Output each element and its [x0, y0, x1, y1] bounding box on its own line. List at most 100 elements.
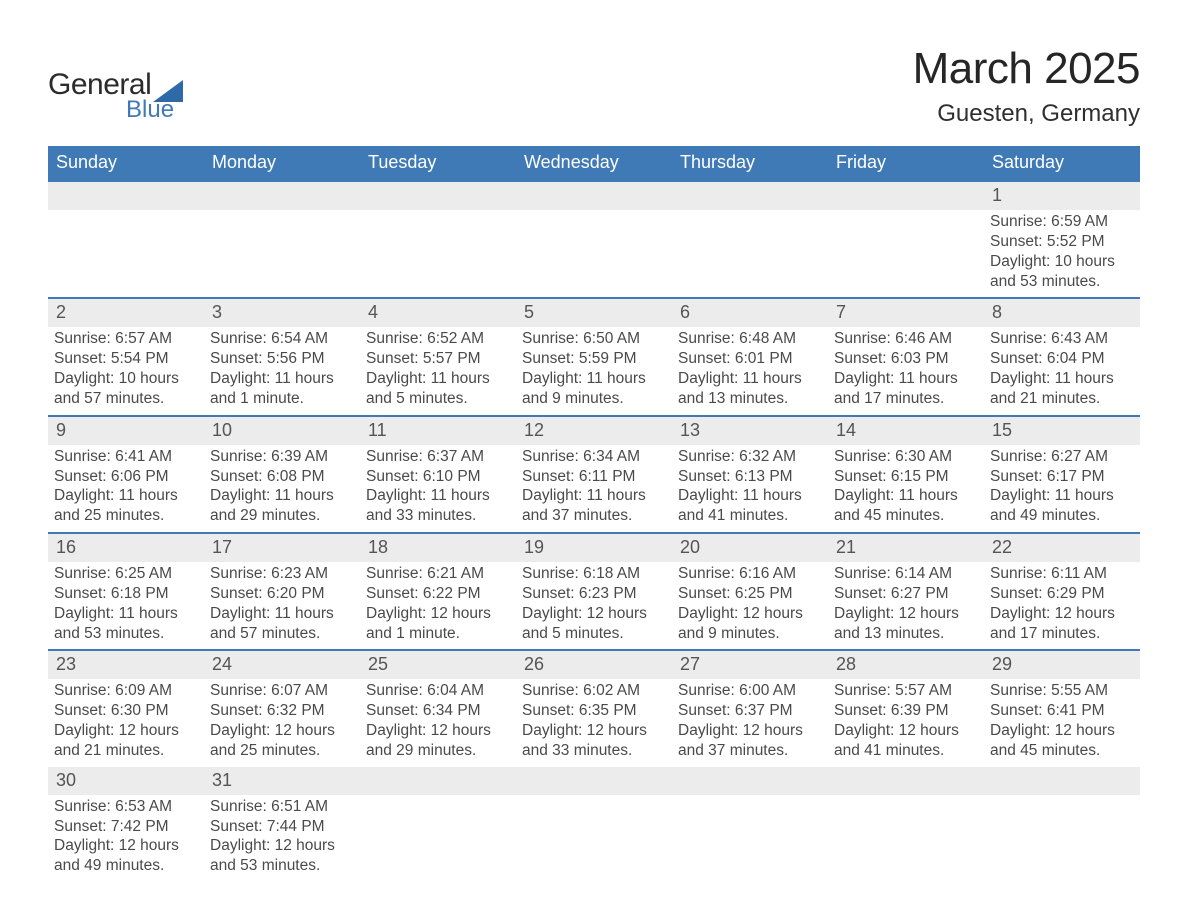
- day-number: 23: [48, 651, 204, 679]
- day-info-cell: Sunrise: 6:34 AMSunset: 6:11 PMDaylight:…: [516, 445, 672, 533]
- day-info-cell: Sunrise: 6:30 AMSunset: 6:15 PMDaylight:…: [828, 445, 984, 533]
- calendar-header-row: SundayMondayTuesdayWednesdayThursdayFrid…: [48, 146, 1140, 181]
- day-info-cell: Sunrise: 6:27 AMSunset: 6:17 PMDaylight:…: [984, 445, 1140, 533]
- location: Guesten, Germany: [913, 100, 1140, 128]
- daylight-line: Daylight: 11 hours and 53 minutes.: [54, 604, 198, 644]
- day-number-cell: 27: [672, 650, 828, 679]
- day-info-cell: Sunrise: 6:50 AMSunset: 5:59 PMDaylight:…: [516, 327, 672, 415]
- header: General Blue March 2025 Guesten, Germany: [48, 44, 1140, 128]
- daylight-line: Daylight: 11 hours and 5 minutes.: [366, 369, 510, 409]
- day-number-cell: [828, 181, 984, 210]
- day-number-cell: 20: [672, 533, 828, 562]
- sunrise-line: Sunrise: 6:07 AM: [210, 681, 354, 701]
- day-number: 6: [672, 299, 828, 327]
- sunrise-line: Sunrise: 6:11 AM: [990, 564, 1134, 584]
- sunset-line: Sunset: 6:08 PM: [210, 467, 354, 487]
- daylight-line: Daylight: 11 hours and 33 minutes.: [366, 486, 510, 526]
- day-number: 11: [360, 417, 516, 445]
- day-info-cell: Sunrise: 6:32 AMSunset: 6:13 PMDaylight:…: [672, 445, 828, 533]
- day-number-cell: [984, 767, 1140, 795]
- sunset-line: Sunset: 6:03 PM: [834, 349, 978, 369]
- day-info-cell: Sunrise: 6:00 AMSunset: 6:37 PMDaylight:…: [672, 679, 828, 766]
- day-number: 28: [828, 651, 984, 679]
- sunset-line: Sunset: 6:32 PM: [210, 701, 354, 721]
- day-number: [360, 767, 516, 795]
- sunset-line: Sunset: 7:44 PM: [210, 817, 354, 837]
- day-info-cell: Sunrise: 6:07 AMSunset: 6:32 PMDaylight:…: [204, 679, 360, 766]
- day-info-cell: [516, 210, 672, 298]
- day-number: 5: [516, 299, 672, 327]
- day-info-cell: Sunrise: 6:39 AMSunset: 6:08 PMDaylight:…: [204, 445, 360, 533]
- day-number-cell: 19: [516, 533, 672, 562]
- daylight-line: Daylight: 12 hours and 45 minutes.: [990, 721, 1134, 761]
- sunrise-line: Sunrise: 6:57 AM: [54, 329, 198, 349]
- day-number: 24: [204, 651, 360, 679]
- day-info-cell: [828, 795, 984, 882]
- day-info-cell: Sunrise: 6:53 AMSunset: 7:42 PMDaylight:…: [48, 795, 204, 882]
- day-number-cell: 13: [672, 416, 828, 445]
- sunset-line: Sunset: 6:27 PM: [834, 584, 978, 604]
- calendar-table: SundayMondayTuesdayWednesdayThursdayFrid…: [48, 146, 1140, 882]
- daylight-line: Daylight: 12 hours and 21 minutes.: [54, 721, 198, 761]
- day-number-cell: 23: [48, 650, 204, 679]
- daylight-line: Daylight: 11 hours and 21 minutes.: [990, 369, 1134, 409]
- day-number: 18: [360, 534, 516, 562]
- day-info-cell: Sunrise: 5:57 AMSunset: 6:39 PMDaylight:…: [828, 679, 984, 766]
- day-info-cell: Sunrise: 6:09 AMSunset: 6:30 PMDaylight:…: [48, 679, 204, 766]
- day-info-cell: [672, 795, 828, 882]
- day-number: 2: [48, 299, 204, 327]
- day-number-cell: 9: [48, 416, 204, 445]
- day-info-cell: Sunrise: 6:04 AMSunset: 6:34 PMDaylight:…: [360, 679, 516, 766]
- day-number: [828, 182, 984, 210]
- day-info-cell: Sunrise: 6:21 AMSunset: 6:22 PMDaylight:…: [360, 562, 516, 650]
- day-number: 1: [984, 182, 1140, 210]
- sunset-line: Sunset: 6:41 PM: [990, 701, 1134, 721]
- day-number-cell: 25: [360, 650, 516, 679]
- day-number-cell: [48, 181, 204, 210]
- day-info-cell: [672, 210, 828, 298]
- day-number: 26: [516, 651, 672, 679]
- daylight-line: Daylight: 10 hours and 53 minutes.: [990, 252, 1134, 292]
- sunrise-line: Sunrise: 6:43 AM: [990, 329, 1134, 349]
- day-number-cell: [672, 181, 828, 210]
- sunrise-line: Sunrise: 6:41 AM: [54, 447, 198, 467]
- day-number-cell: [360, 181, 516, 210]
- day-number: [48, 182, 204, 210]
- day-info-cell: Sunrise: 6:25 AMSunset: 6:18 PMDaylight:…: [48, 562, 204, 650]
- sunrise-line: Sunrise: 6:39 AM: [210, 447, 354, 467]
- day-number: 30: [48, 767, 204, 795]
- day-info-cell: [360, 210, 516, 298]
- sunrise-line: Sunrise: 6:16 AM: [678, 564, 822, 584]
- day-number: 7: [828, 299, 984, 327]
- day-number-cell: 4: [360, 298, 516, 327]
- day-number: 9: [48, 417, 204, 445]
- sunrise-line: Sunrise: 6:18 AM: [522, 564, 666, 584]
- day-number-cell: 26: [516, 650, 672, 679]
- title-block: March 2025 Guesten, Germany: [913, 44, 1140, 128]
- sunrise-line: Sunrise: 6:34 AM: [522, 447, 666, 467]
- weekday-header: Friday: [828, 146, 984, 181]
- sunset-line: Sunset: 5:57 PM: [366, 349, 510, 369]
- daylight-line: Daylight: 12 hours and 9 minutes.: [678, 604, 822, 644]
- day-number-cell: 8: [984, 298, 1140, 327]
- weekday-header: Tuesday: [360, 146, 516, 181]
- sunset-line: Sunset: 6:23 PM: [522, 584, 666, 604]
- weekday-header: Monday: [204, 146, 360, 181]
- day-number: 10: [204, 417, 360, 445]
- day-number-cell: 11: [360, 416, 516, 445]
- logo: General Blue: [48, 44, 183, 124]
- daylight-line: Daylight: 10 hours and 57 minutes.: [54, 369, 198, 409]
- day-number: 14: [828, 417, 984, 445]
- daylight-line: Daylight: 11 hours and 45 minutes.: [834, 486, 978, 526]
- day-number: [204, 182, 360, 210]
- day-number-cell: 12: [516, 416, 672, 445]
- day-number: [516, 182, 672, 210]
- day-number: 3: [204, 299, 360, 327]
- sunrise-line: Sunrise: 6:21 AM: [366, 564, 510, 584]
- day-number: [672, 182, 828, 210]
- day-number-cell: 21: [828, 533, 984, 562]
- day-number-cell: 15: [984, 416, 1140, 445]
- day-number: 22: [984, 534, 1140, 562]
- sunset-line: Sunset: 6:18 PM: [54, 584, 198, 604]
- day-info-cell: Sunrise: 6:37 AMSunset: 6:10 PMDaylight:…: [360, 445, 516, 533]
